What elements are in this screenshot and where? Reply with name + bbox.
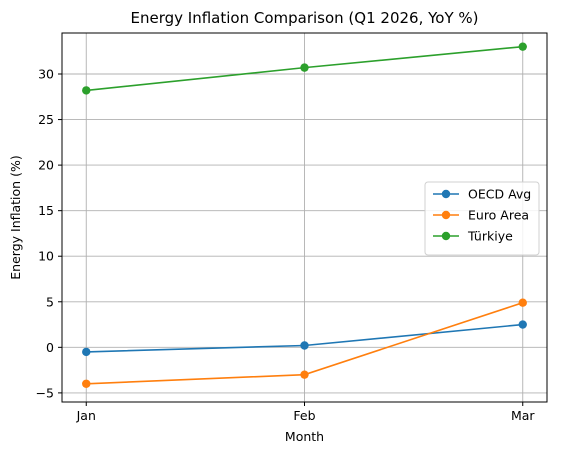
plot-series [82,42,527,388]
legend-marker-turkiye [441,231,451,241]
legend: OECD Avg Euro Area Türkiye [424,181,540,256]
legend-label-turkiye: Türkiye [467,229,513,244]
y-axis-label: Energy Inflation (%) [8,155,23,279]
data-point-turkiye-mar [518,42,527,51]
legend-label-oecd-avg: OECD Avg [468,187,531,202]
data-point-euro-area-feb [300,370,309,379]
data-point-euro-area-jan [82,379,91,388]
y-tick-label-0: 0 [46,340,54,355]
data-point-oecd-avg-mar [518,320,527,329]
x-axis-ticks: Jan Feb Mar [76,402,535,423]
legend-marker-euro-area [441,210,451,220]
legend-item-oecd-avg: OECD Avg [433,187,531,202]
legend-item-turkiye: Türkiye [433,229,513,244]
series-oecd-avg [82,320,527,357]
legend-item-euro-area: Euro Area [433,208,529,223]
x-tick-label-jan: Jan [76,408,96,423]
legend-marker-oecd-avg [441,189,451,199]
data-point-turkiye-feb [300,63,309,72]
data-point-oecd-avg-jan [82,347,91,357]
data-point-oecd-avg-feb [300,341,309,350]
data-point-euro-area-mar [518,298,527,307]
y-tick-label-5: −5 [36,385,54,400]
x-tick-label-mar: Mar [511,408,535,423]
y-axis-ticks: −5 0 5 10 15 20 25 30 [36,67,62,400]
y-tick-label-30: 30 [38,67,54,82]
y-tick-label-15: 15 [38,203,54,218]
chart-title: Energy Inflation Comparison (Q1 2026, Yo… [131,9,479,27]
y-tick-label-20: 20 [38,158,54,173]
x-axis-label: Month [285,429,324,444]
y-tick-label-25: 25 [38,112,54,127]
legend-label-euro-area: Euro Area [468,208,529,223]
y-tick-label-10: 10 [38,249,54,264]
series-turkiye [82,42,527,95]
data-point-turkiye-jan [82,86,91,95]
x-tick-label-feb: Feb [293,408,315,423]
series-euro-area [82,298,527,388]
y-tick-label-5: 5 [46,294,54,309]
